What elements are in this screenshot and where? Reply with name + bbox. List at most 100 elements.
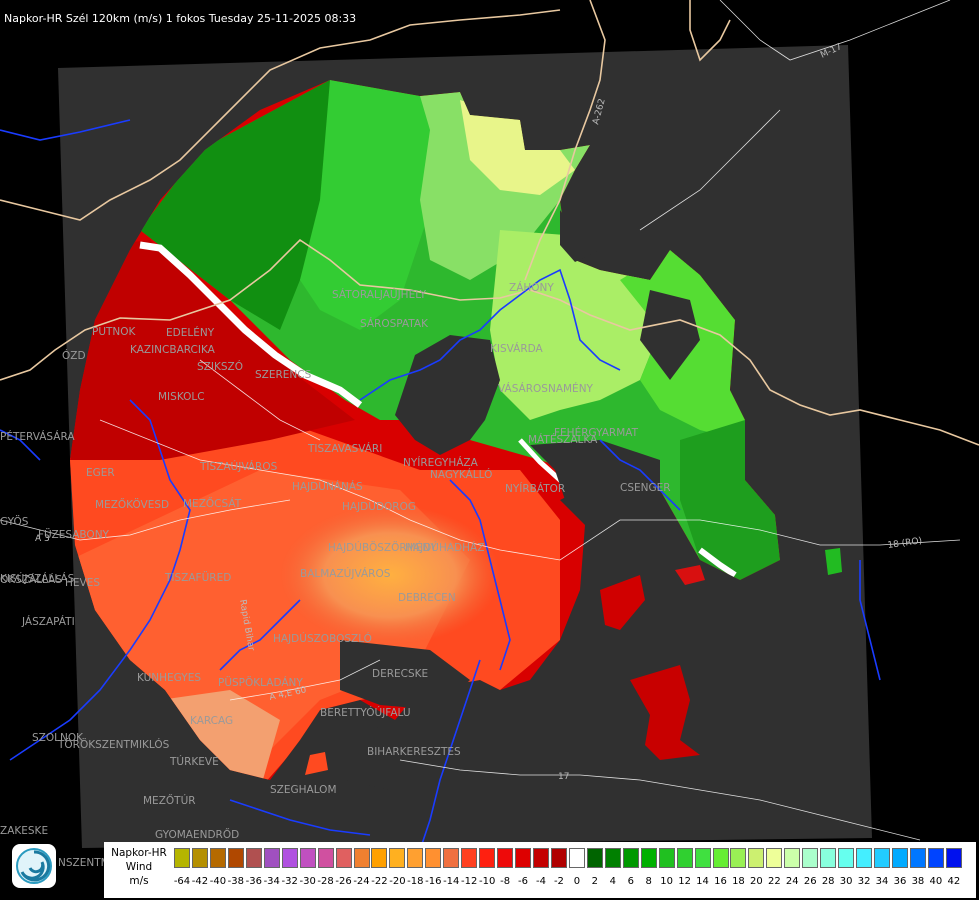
legend-label: 2 bbox=[591, 876, 599, 887]
place-label: BIHARKERESZTES bbox=[367, 746, 461, 758]
legend-swatch bbox=[784, 848, 801, 868]
legend-swatch bbox=[174, 848, 190, 868]
map-title: Napkor-HR Szél 120km (m/s) 1 fokos Tuesd… bbox=[4, 12, 357, 25]
legend-swatch bbox=[676, 848, 693, 868]
legend-label: 22 bbox=[767, 876, 781, 887]
legend-swatch bbox=[874, 848, 891, 868]
legend-label: -16 bbox=[425, 876, 442, 887]
legend-title: Napkor-HR Wind m/s bbox=[106, 846, 172, 888]
legend-swatch bbox=[730, 848, 747, 868]
legend-title-line: Wind bbox=[125, 861, 153, 873]
place-label: KISVÁRDA bbox=[490, 342, 544, 355]
place-label: BALMAZÚJVÁROS bbox=[300, 567, 391, 580]
legend-label: -38 bbox=[227, 876, 245, 887]
road-label: A 3 bbox=[35, 534, 50, 544]
legend-swatch bbox=[407, 848, 424, 868]
legend-label: -20 bbox=[389, 876, 406, 887]
legend-swatch bbox=[443, 848, 460, 868]
legend-label: -30 bbox=[299, 876, 316, 887]
legend-swatch bbox=[371, 848, 388, 868]
legend-label: -8 bbox=[500, 876, 511, 887]
place-label: SZEGHALOM bbox=[270, 784, 337, 796]
legend-label: 6 bbox=[627, 876, 634, 887]
place-label: PÜSPÖKLADÁNY bbox=[218, 676, 303, 689]
legend-swatch bbox=[515, 848, 532, 868]
place-label: TÚRKEVE bbox=[169, 755, 219, 768]
legend-label: -64 bbox=[173, 876, 191, 887]
place-label: PÉTERVÁSÁRA bbox=[0, 430, 75, 443]
place-label: SZERENCS bbox=[255, 369, 312, 381]
place-label: KARCAG bbox=[190, 715, 233, 727]
place-label: SZOLNOK bbox=[32, 732, 84, 744]
legend-swatch bbox=[945, 848, 962, 868]
place-label: ZAKESKE bbox=[0, 825, 48, 837]
legend-label: 24 bbox=[785, 876, 799, 887]
legend-label: 42 bbox=[947, 876, 961, 887]
legend-label: 18 bbox=[732, 876, 745, 887]
legend-label: 4 bbox=[609, 876, 616, 887]
legend-label: 16 bbox=[714, 876, 727, 887]
place-label: SZIKSZÓ bbox=[197, 360, 243, 373]
legend-swatch bbox=[658, 848, 675, 868]
place-label: TÖRÖKSZENTMIKLÓS bbox=[57, 738, 170, 751]
legend-label: -36 bbox=[245, 876, 262, 887]
place-label: FÜZESABONY bbox=[38, 528, 110, 541]
legend-label: -18 bbox=[407, 876, 424, 887]
legend-label: -26 bbox=[335, 876, 352, 887]
radar-echoes-outer bbox=[305, 548, 842, 775]
place-label: NSZENTM bbox=[58, 857, 110, 869]
place-label: NYÍRBÁTOR bbox=[505, 482, 565, 495]
legend-label: 34 bbox=[875, 876, 889, 887]
legend-label: 20 bbox=[750, 876, 763, 887]
place-labels: PUTNOK EDELÉNY KAZINCBARCIKA SZIKSZÓ SZERENC… bbox=[0, 281, 671, 869]
legend-swatch bbox=[586, 848, 603, 868]
legend-label: -24 bbox=[353, 876, 370, 887]
place-label: MÁTÉSZALKA bbox=[528, 433, 598, 446]
place-label: KUNHEGYES bbox=[137, 672, 201, 684]
legend-label: -40 bbox=[209, 876, 227, 887]
legend-label: 8 bbox=[645, 876, 652, 887]
legend-swatch bbox=[191, 848, 208, 868]
legend-swatch bbox=[299, 848, 316, 868]
place-label: CSENGER bbox=[620, 482, 671, 494]
color-legend: Napkor-HR Wind m/s -64 -42 -40 -38 -36 -34 -32… bbox=[104, 842, 976, 898]
place-label: HAJDÚHADHÁZ bbox=[405, 541, 484, 554]
place-label: EDELÉNY bbox=[166, 326, 215, 339]
place-label: HAJDÚBÖSZÖRMÉNY bbox=[328, 541, 437, 554]
place-label: FEHÉRGYARMAT bbox=[554, 426, 639, 439]
place-label: KAZINCBARCIKA bbox=[130, 344, 216, 356]
place-label: TISZAÚJVÁROS bbox=[199, 460, 278, 473]
place-label: NYÍREGYHÁZA bbox=[403, 456, 479, 469]
place-label: GYÖS bbox=[0, 515, 29, 528]
legend-swatch bbox=[533, 848, 549, 868]
legend-label: 38 bbox=[911, 876, 925, 887]
country-borders bbox=[0, 0, 979, 446]
legend-swatch bbox=[263, 848, 280, 868]
place-label: ÓZD bbox=[62, 349, 86, 362]
legend-swatch bbox=[281, 848, 298, 868]
swirl-logo-icon bbox=[16, 848, 52, 884]
place-label: MEZŐTÚR bbox=[143, 793, 196, 807]
legend-swatch bbox=[820, 848, 837, 868]
legend-swatch bbox=[604, 848, 621, 868]
place-label: TISZAFÜRED bbox=[164, 571, 231, 584]
place-label: HAJDÚNÁNÁS bbox=[292, 480, 363, 493]
legend-label: 10 bbox=[660, 876, 673, 887]
no-data-areas bbox=[340, 210, 700, 790]
place-label: SÁTORALJAÚJHELY bbox=[332, 288, 427, 301]
rivers bbox=[0, 119, 881, 851]
legend-swatch bbox=[335, 848, 352, 868]
legend-label: -32 bbox=[281, 876, 298, 887]
legend-label: -34 bbox=[263, 876, 280, 887]
legend-label: -22 bbox=[371, 876, 388, 887]
legend-title-line: Napkor-HR bbox=[111, 847, 167, 859]
legend-swatch bbox=[694, 848, 711, 868]
place-label: HEVES bbox=[65, 577, 100, 589]
place-label: PUTNOK bbox=[92, 326, 137, 338]
legend-swatch bbox=[892, 848, 908, 868]
legend-swatch bbox=[550, 848, 567, 868]
legend-swatch bbox=[497, 848, 514, 868]
place-label: DEBRECEN bbox=[398, 592, 456, 604]
legend-swatch bbox=[245, 848, 262, 868]
legend-label: -6 bbox=[518, 876, 529, 887]
